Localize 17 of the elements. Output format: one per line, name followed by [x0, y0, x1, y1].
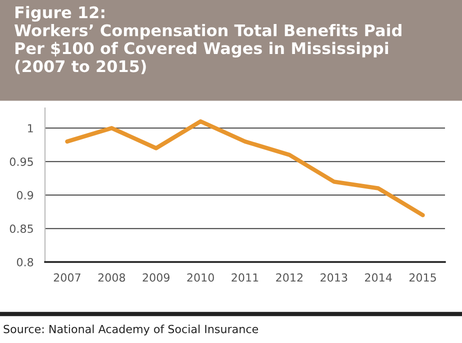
- x-tick-label: 2009: [142, 273, 170, 282]
- x-tick-label: 2010: [187, 273, 214, 282]
- y-tick-label: 0.85: [10, 224, 33, 233]
- y-tick-label: 0.9: [16, 191, 34, 200]
- y-tick-label: 0.95: [10, 158, 33, 166]
- line-series: [65, 119, 425, 218]
- x-tick-label: 2008: [98, 273, 126, 282]
- chart-title: Figure 12: Workers’ Compensation Total Benefits Paid Per $100 of Covered Wages in Mississippi (2007 to 2015): [14, 6, 402, 74]
- x-tick-label: 2014: [365, 273, 392, 282]
- y-tick-label: 0.8: [16, 258, 34, 266]
- x-tick-label: 2007: [54, 273, 80, 282]
- x-tick-label: 2012: [276, 273, 302, 282]
- x-tick-label: 2013: [320, 273, 348, 282]
- x-tick-label: 2015: [409, 273, 436, 282]
- source-note: Source: National Academy of Social Insurance: [4, 324, 258, 336]
- y-tick-label: 1: [28, 124, 33, 132]
- x-tick-label: 2011: [232, 273, 258, 282]
